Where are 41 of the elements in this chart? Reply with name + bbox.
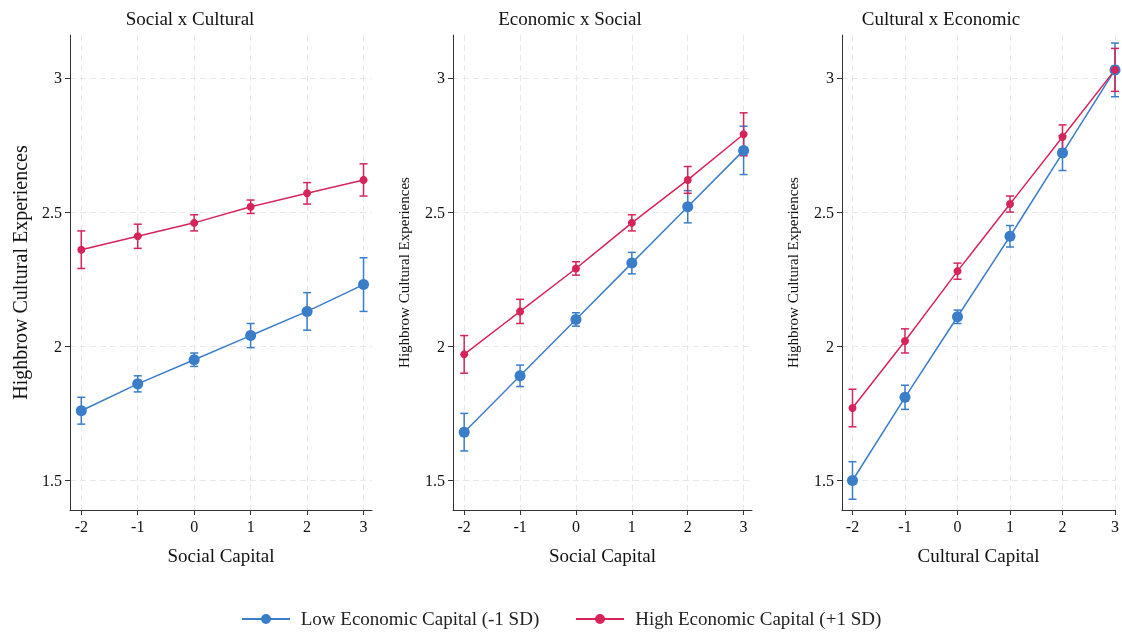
y-tick-label: 3 [437,69,445,87]
x-axis-title: Social Capital [167,545,275,566]
x-axis-title: Cultural Capital [917,545,1040,566]
x-tick-label: 1 [1006,517,1014,535]
chart-title: Economic x Social [498,8,642,29]
x-tick-label: -2 [457,517,471,535]
x-tick-label: 3 [739,517,748,535]
y-axis-title: Highbrow Cultural Experiences [395,176,412,368]
x-tick-label: 2 [1058,517,1067,535]
x-tick-label: -1 [513,517,527,535]
chart-title: Social x Cultural [125,8,255,29]
x-tick-label: 2 [683,517,692,535]
y-tick-label: 2.5 [814,203,834,221]
x-tick-label: -2 [74,517,88,535]
y-tick-label: 2 [54,337,62,355]
y-tick-label: 2 [826,337,834,355]
x-tick-label: 0 [953,517,962,535]
legend-label: High Economic Capital (+1 SD) [635,608,882,630]
y-tick-label: 2.5 [42,203,62,221]
y-tick-label: 1.5 [425,471,445,489]
legend-label: Low Economic Capital (-1 SD) [300,608,540,630]
chart-title: Cultural x Economic [861,8,1021,29]
x-tick-label: -2 [845,517,860,535]
y-tick-label: 2 [437,337,445,355]
y-axis-title: Highbrow Cultural Experiences [9,145,32,400]
y-tick-label: 3 [54,69,62,87]
y-tick-label: 3 [826,69,834,87]
y-tick-label: 1.5 [814,471,834,489]
x-tick-label: 1 [246,517,255,535]
x-tick-label: 3 [359,517,368,535]
x-tick-label: -1 [131,517,145,535]
x-tick-label: 0 [571,517,580,535]
x-axis-title: Social Capital [548,545,657,566]
x-tick-label: 0 [190,517,199,535]
x-tick-label: 2 [303,517,312,535]
y-axis-title: Highbrow Cultural Experiences [784,176,801,368]
y-tick-label: 2.5 [425,203,445,221]
x-tick-label: 1 [627,517,636,535]
x-tick-label: 3 [1111,517,1119,535]
y-tick-label: 1.5 [42,471,62,489]
x-tick-label: -1 [898,517,912,535]
